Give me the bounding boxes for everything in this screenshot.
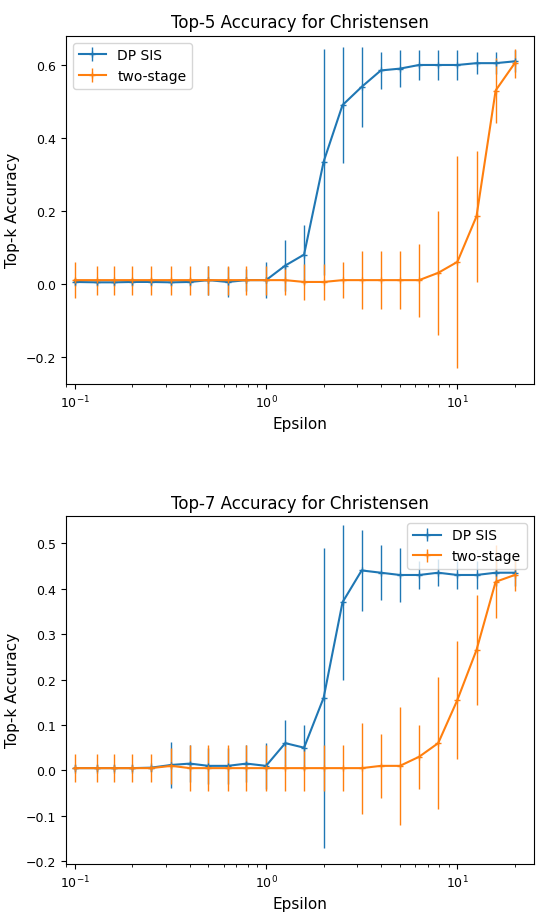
Y-axis label: Top-k Accuracy: Top-k Accuracy <box>6 632 20 747</box>
X-axis label: Epsilon: Epsilon <box>272 416 327 431</box>
Y-axis label: Top-k Accuracy: Top-k Accuracy <box>6 153 20 268</box>
Title: Top-7 Accuracy for Christensen: Top-7 Accuracy for Christensen <box>171 494 428 512</box>
Legend: DP SIS, two-stage: DP SIS, two-stage <box>73 44 192 90</box>
Title: Top-5 Accuracy for Christensen: Top-5 Accuracy for Christensen <box>171 15 428 32</box>
Legend: DP SIS, two-stage: DP SIS, two-stage <box>408 523 526 569</box>
X-axis label: Epsilon: Epsilon <box>272 896 327 911</box>
